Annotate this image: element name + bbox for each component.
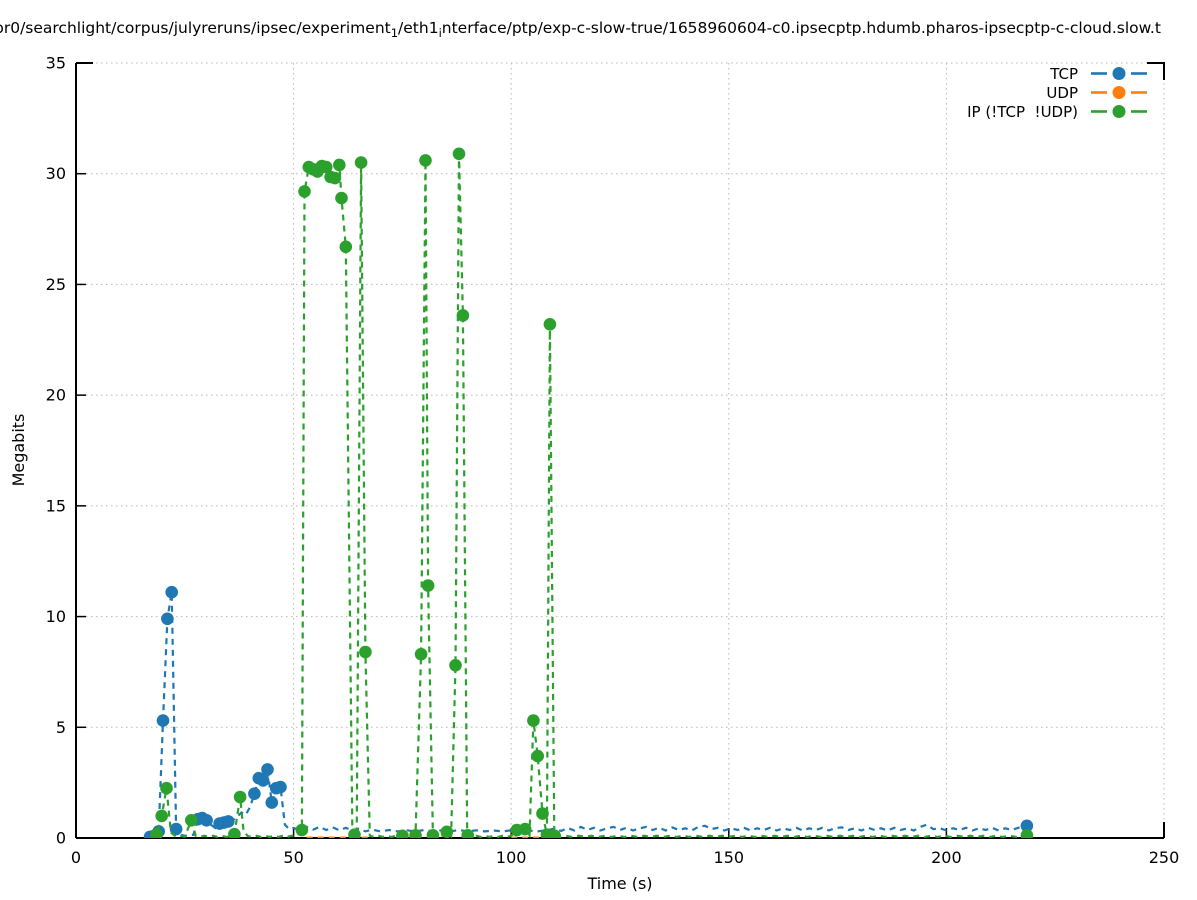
data-point [169, 822, 183, 836]
data-point [548, 829, 561, 838]
data-point [354, 156, 368, 169]
y-tick-label: 25 [46, 275, 66, 294]
data-point [1020, 819, 1034, 833]
data-point [359, 645, 372, 659]
data-point [261, 763, 274, 776]
data-point [456, 309, 470, 322]
title-text-2: /eth1 [398, 19, 439, 37]
data-point [295, 823, 309, 837]
data-point [333, 158, 346, 172]
legend-sample-icon [1091, 86, 1147, 99]
x-tick-label: 150 [714, 848, 745, 867]
series-ip-tcp-udp- [149, 147, 1034, 838]
data-point [449, 659, 462, 672]
data-point [414, 647, 428, 661]
data-point [348, 828, 361, 838]
data-point [419, 154, 432, 167]
data-point [409, 829, 422, 838]
y-tick-label: 0 [56, 829, 66, 848]
legend-entry: UDP [967, 83, 1148, 102]
data-point [233, 790, 247, 804]
tick-labels: 0 50 100 150 200 250 0 5 10 15 20 25 30 35 [46, 54, 1180, 868]
data-point [335, 191, 348, 205]
y-tick-label: 30 [46, 164, 66, 183]
title-text-1: br0/searchlight/corpus/julyreruns/ipsec/… [0, 19, 391, 37]
y-tick-label: 10 [46, 607, 66, 626]
x-tick-label: 50 [283, 848, 303, 867]
series-tcp [143, 585, 1034, 838]
data-point [160, 781, 173, 795]
legend-sample-icon [1091, 67, 1147, 80]
data-point [222, 815, 235, 828]
data-point [319, 160, 333, 174]
title-text-3: nterface/ptp/exp-c-slow-true/1658960604-… [441, 19, 1161, 37]
x-axis-title: Time (s) [587, 874, 653, 893]
data-point [248, 787, 261, 800]
legend-label: IP (!TCP !UDP) [967, 102, 1078, 121]
data-point [161, 612, 174, 626]
data-point [328, 171, 342, 185]
data-point [150, 828, 163, 838]
data-point [274, 780, 287, 794]
legend: TCP UDP IP (!TCP !UDP) [967, 64, 1148, 121]
x-tick-label: 0 [71, 848, 81, 867]
x-tick-label: 200 [931, 848, 962, 867]
chart-title: br0/searchlight/corpus/julyreruns/ipsec/… [0, 19, 1161, 40]
data-point [155, 809, 168, 823]
data-point [518, 822, 532, 836]
title-subscript-2: i [438, 26, 442, 40]
legend-entry: IP (!TCP !UDP) [967, 102, 1148, 121]
data-point [200, 814, 213, 827]
data-point [396, 829, 409, 838]
y-tick-label: 20 [46, 386, 66, 405]
x-tick-label: 100 [496, 848, 527, 867]
data-point [536, 807, 549, 820]
x-tick-label: 250 [1149, 848, 1180, 867]
data-point [543, 318, 557, 331]
data-point [452, 147, 466, 161]
legend-label: UDP [1046, 83, 1078, 102]
data-point [228, 827, 241, 838]
data-point [421, 579, 435, 592]
y-tick-label: 15 [46, 496, 66, 515]
data-point [531, 749, 544, 763]
y-tick-label: 35 [46, 54, 66, 73]
series-group [143, 147, 1034, 838]
data-point [339, 240, 353, 254]
data-point [426, 829, 440, 838]
data-point [265, 796, 279, 809]
tick-marks [75, 62, 1165, 839]
data-point [156, 714, 170, 727]
y-axis-title: Megabits [9, 413, 28, 487]
data-point [440, 825, 454, 838]
data-point [461, 829, 474, 838]
y-tick-label: 5 [56, 718, 66, 737]
legend-sample-icon [1091, 105, 1147, 118]
data-point [1020, 829, 1034, 838]
grid-lines [76, 62, 1165, 838]
legend-entry: TCP [967, 64, 1148, 83]
data-point [527, 714, 540, 727]
data-point [256, 774, 270, 787]
data-point [165, 585, 178, 599]
legend-label: TCP [1050, 64, 1078, 83]
title-subscript-1: 1 [390, 26, 399, 40]
data-point [298, 185, 311, 198]
data-point [185, 814, 198, 827]
axes [75, 62, 1165, 839]
